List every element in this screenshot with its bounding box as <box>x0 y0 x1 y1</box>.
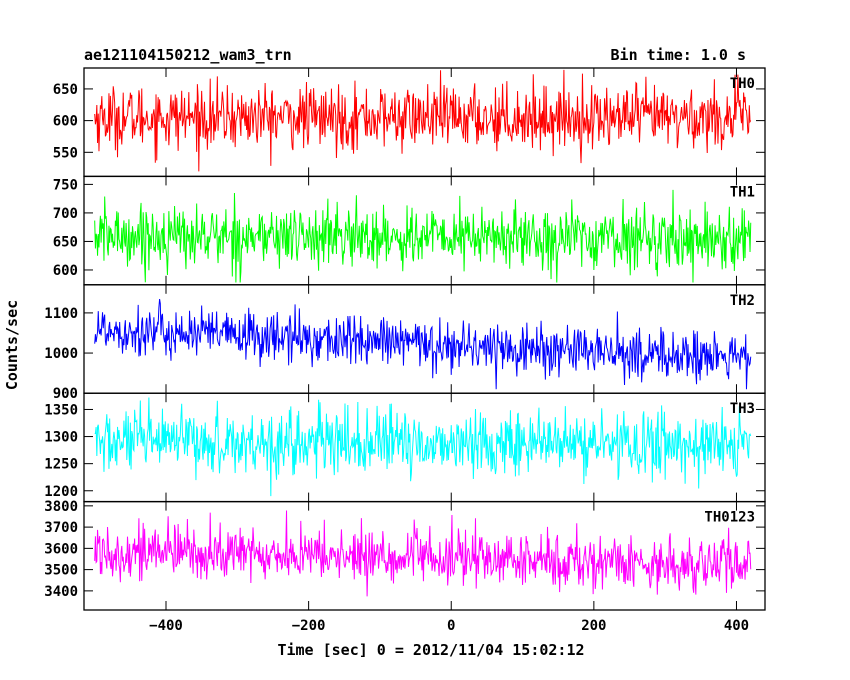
panel-label-th1: TH1 <box>730 184 755 200</box>
panel-th1: 600 650 700 750 TH1 <box>53 175 766 286</box>
y-tick-label: 600 <box>53 114 78 130</box>
y-tick-label: 550 <box>53 145 78 161</box>
panel-frame <box>83 500 766 611</box>
y-tick-label: 1100 <box>44 306 78 322</box>
series-th0123 <box>94 510 752 597</box>
y-tick-label: 3600 <box>44 541 78 557</box>
series-th1 <box>94 189 752 283</box>
x-tick-label: 0 <box>447 618 455 634</box>
y-tick-label: 750 <box>53 177 78 193</box>
panel-th3: 1200 1250 1300 1350 TH3 <box>44 392 766 503</box>
y-tick-label: 650 <box>53 234 78 250</box>
y-tick-label: 1300 <box>44 430 78 446</box>
series-th2 <box>94 298 752 390</box>
y-tick-label: 1000 <box>44 346 78 362</box>
x-tick-label: −200 <box>292 618 326 634</box>
y-tick-label: 1350 <box>44 402 78 418</box>
x-axis: −400 −200 0 200 400 <box>149 618 749 634</box>
y-tick-label: 3400 <box>44 584 78 600</box>
chart-title: ae121104150212_wam3_trn <box>84 46 292 64</box>
panel-label-th0: TH0 <box>730 76 755 92</box>
y-tick-label: 650 <box>53 82 78 98</box>
y-axis-label: Counts/sec <box>3 300 21 390</box>
x-tick-label: 400 <box>724 618 749 634</box>
panel-th0: 550 600 650 TH0 <box>53 67 766 178</box>
panel-th2: 900 1000 1100 TH2 <box>44 284 766 402</box>
x-axis-label: Time [sec] 0 = 2012/11/04 15:02:12 <box>277 641 584 659</box>
x-tick-label: −400 <box>149 618 183 634</box>
panel-label-th2: TH2 <box>730 293 755 309</box>
y-tick-label: 700 <box>53 206 78 222</box>
panel-label-th3: TH3 <box>730 401 755 417</box>
series-th3 <box>94 397 752 497</box>
panel-frame <box>83 392 766 503</box>
y-tick-label: 900 <box>53 386 78 402</box>
panels-group: 550 600 650 TH0 600 650 700 750 TH1 900 1000 1100 TH… <box>44 67 766 611</box>
panel-label-th0123: TH0123 <box>704 510 755 526</box>
y-tick-label: 1250 <box>44 457 78 473</box>
y-tick-label: 600 <box>53 263 78 279</box>
y-tick-label: 3500 <box>44 563 78 579</box>
y-tick-label: 3800 <box>44 499 78 515</box>
x-tick-label: 200 <box>581 618 606 634</box>
y-tick-label: 3700 <box>44 520 78 536</box>
series-th0 <box>94 69 752 172</box>
y-tick-label: 1200 <box>44 484 78 500</box>
bin-time-label: Bin time: 1.0 s <box>611 46 746 64</box>
panel-th0123: 3400 3500 3600 3700 3800 TH0123 <box>44 499 766 611</box>
